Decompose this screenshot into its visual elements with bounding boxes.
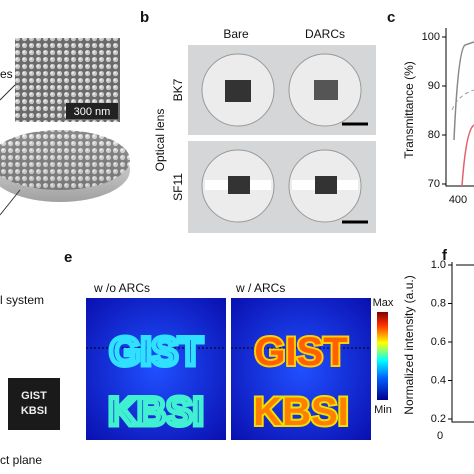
y-label: Transmittance (%) bbox=[402, 61, 416, 159]
y-label: Normalized intensity (a.u.) bbox=[402, 275, 416, 414]
y-tick-label: 0.8 bbox=[431, 297, 446, 309]
image-title: w /o ARCs bbox=[93, 281, 150, 295]
target bbox=[225, 80, 251, 102]
group-label: Optical lens bbox=[153, 109, 167, 172]
target bbox=[228, 176, 250, 194]
y-tick-label: 90 bbox=[428, 80, 440, 92]
axes bbox=[445, 28, 474, 187]
axes bbox=[451, 262, 474, 423]
panel-c: c Transmittance (%) 100 90 80 70 400 bbox=[387, 9, 474, 206]
heatmap bbox=[231, 298, 371, 440]
column-label: Bare bbox=[223, 27, 249, 41]
colorbar bbox=[377, 312, 388, 400]
colorbar-min: Min bbox=[374, 404, 392, 416]
row-label: BK7 bbox=[171, 78, 185, 101]
heatmap-text: GIST bbox=[254, 330, 347, 374]
scale-box bbox=[66, 103, 118, 119]
y-tick-label: 80 bbox=[428, 129, 440, 141]
y-tick-label: 100 bbox=[422, 31, 440, 43]
curve bbox=[461, 124, 474, 187]
panel-b: b Bare DARCs BK7 SF11 Optical lens bbox=[140, 9, 376, 233]
photo-text: KBSI bbox=[21, 405, 47, 417]
panel-letter: b bbox=[140, 9, 149, 26]
y-tick-label: 0.2 bbox=[431, 413, 446, 425]
x-tick-label: 400 bbox=[449, 194, 467, 206]
target bbox=[314, 80, 338, 100]
y-tick-label: 0.6 bbox=[431, 336, 446, 348]
y-tick-label: 1.0 bbox=[431, 259, 446, 271]
panel-e: e w /o ARCs w / ARCs GIST KBSI GIST KBSI… bbox=[64, 249, 394, 440]
panel-letter: f bbox=[442, 247, 448, 264]
panel-letter: c bbox=[387, 9, 395, 26]
x-tick-label: 0 bbox=[437, 430, 443, 442]
y-tick-label: 70 bbox=[428, 178, 440, 190]
row-label: SF11 bbox=[171, 173, 185, 201]
target bbox=[315, 176, 337, 194]
pointer bbox=[0, 189, 21, 216]
side-label: es bbox=[0, 67, 13, 81]
curve bbox=[451, 89, 474, 111]
label: l system bbox=[0, 293, 44, 307]
y-tick-label: 0.4 bbox=[431, 374, 446, 386]
panel-f: f Normalized intensity (a.u.) 1.0 0.8 0.6 0… bbox=[402, 247, 474, 442]
heatmap-text: KBSI bbox=[108, 390, 204, 434]
panel-d: l system GIST KBSI ct plane bbox=[0, 293, 60, 467]
label: ct plane bbox=[0, 453, 42, 467]
scale-bar: 300 nm bbox=[74, 106, 111, 118]
heatmap-text: GIST bbox=[109, 330, 202, 374]
panel-a: 300 nm es bbox=[0, 38, 130, 216]
curve bbox=[453, 41, 474, 141]
image-title: w / ARCs bbox=[235, 281, 285, 295]
column-label: DARCs bbox=[305, 27, 345, 41]
heatmap bbox=[86, 298, 226, 440]
pointer bbox=[0, 84, 16, 101]
photo bbox=[8, 378, 60, 430]
panel-letter: e bbox=[64, 249, 72, 266]
lens-top bbox=[0, 130, 130, 190]
colorbar-max: Max bbox=[373, 297, 394, 309]
heatmap-text: KBSI bbox=[253, 390, 349, 434]
photo-text: GIST bbox=[21, 390, 47, 402]
